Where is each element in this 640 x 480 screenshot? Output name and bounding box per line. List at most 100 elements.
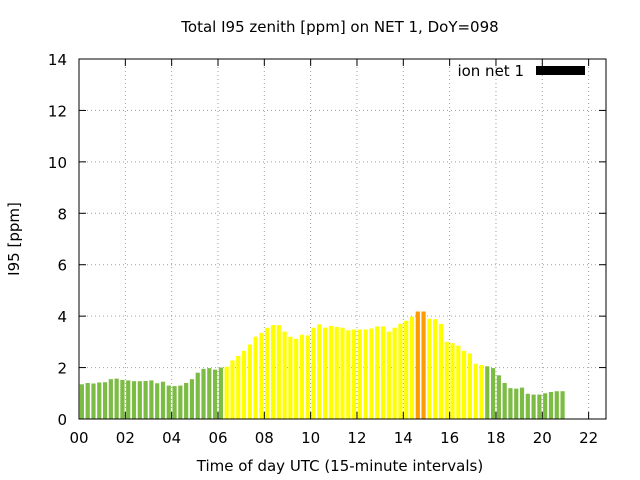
x-tick-label: 22 [579, 429, 598, 447]
bar [207, 368, 212, 419]
bar [479, 365, 484, 419]
bar [79, 384, 84, 419]
grid-lines [79, 59, 606, 419]
bar [456, 345, 461, 419]
bar [195, 372, 200, 419]
x-tick-label: 10 [301, 429, 320, 447]
bar [247, 344, 252, 419]
x-tick-label: 12 [347, 429, 366, 447]
bar [404, 320, 409, 419]
bar [184, 383, 189, 419]
bar [485, 366, 490, 419]
plot-border [78, 58, 607, 420]
bar [543, 393, 548, 419]
bar [212, 369, 218, 419]
bar [508, 388, 513, 419]
bar [160, 381, 166, 419]
bar [299, 334, 305, 419]
x-axis-label: Time of day UTC (15-minute intervals) [196, 457, 483, 475]
bar [270, 325, 276, 419]
bar [496, 375, 501, 419]
y-tick-label: 6 [57, 257, 67, 275]
bar [490, 368, 496, 419]
x-tick-label: 20 [533, 429, 552, 447]
y-tick-label: 0 [57, 411, 67, 429]
bar [462, 350, 467, 419]
bar [560, 391, 565, 419]
bar [282, 331, 287, 419]
bar [305, 335, 310, 419]
bar [519, 387, 525, 419]
bar [409, 316, 415, 419]
y-tick-label: 2 [57, 360, 67, 378]
x-tick-label: 08 [255, 429, 274, 447]
bar [189, 379, 195, 419]
bar [427, 318, 432, 419]
bar [525, 393, 530, 419]
bar [444, 341, 449, 419]
bar [114, 378, 119, 419]
bar [421, 311, 426, 419]
y-tick-label: 14 [48, 51, 67, 69]
x-tick-label: 14 [394, 429, 413, 447]
bar [259, 332, 264, 419]
bar [340, 327, 345, 419]
bar [253, 336, 258, 419]
bar [155, 383, 160, 419]
bar [357, 329, 362, 419]
bar [311, 327, 316, 419]
y-tick-labels: 0 2 4 6 8 10 12 14 [48, 51, 67, 429]
y-axis-label: I95 [ppm] [5, 202, 23, 276]
bar [392, 327, 397, 419]
bar [294, 338, 299, 419]
bar [514, 388, 519, 419]
bar [369, 328, 374, 419]
legend-label: ion net 1 [457, 62, 524, 80]
bar [554, 391, 559, 419]
bar [120, 379, 125, 419]
bar [386, 331, 391, 419]
bar [276, 325, 281, 419]
x-tick-label: 02 [116, 429, 135, 447]
legend: ion net 1 [457, 62, 585, 80]
bars-group [79, 311, 565, 419]
legend-swatch [536, 66, 585, 75]
bar [218, 367, 223, 419]
bar [265, 327, 270, 419]
bar [97, 382, 102, 419]
bar [172, 386, 177, 419]
chart-title: Total I95 zenith [ppm] on NET 1, DoY=098 [180, 18, 498, 36]
bar [166, 385, 171, 419]
bar [450, 343, 455, 419]
bar [317, 324, 322, 419]
axis-ticks [78, 58, 606, 420]
bar [143, 380, 148, 419]
bar [548, 392, 554, 419]
bar [149, 380, 154, 419]
bar [433, 319, 438, 419]
x-tick-label: 18 [486, 429, 505, 447]
y-tick-label: 8 [57, 205, 67, 223]
bar [323, 327, 328, 419]
bar [375, 326, 380, 419]
bar [288, 336, 293, 419]
bar [363, 329, 368, 419]
bar [201, 368, 206, 419]
bar [473, 363, 478, 419]
bar [398, 323, 403, 419]
x-tick-label: 04 [162, 429, 181, 447]
bar [415, 311, 420, 419]
bar [230, 360, 235, 419]
y-tick-label: 12 [48, 102, 67, 120]
x-tick-label: 06 [208, 429, 227, 447]
bar [108, 379, 113, 419]
x-tick-label: 16 [440, 429, 459, 447]
y-tick-label: 4 [57, 308, 67, 326]
x-tick-labels: 00 02 04 06 08 10 12 14 16 18 20 22 [69, 429, 598, 447]
bar [91, 383, 96, 419]
bar [178, 385, 183, 419]
bar [351, 329, 357, 419]
y-tick-label: 10 [48, 154, 67, 172]
bar [241, 350, 247, 419]
